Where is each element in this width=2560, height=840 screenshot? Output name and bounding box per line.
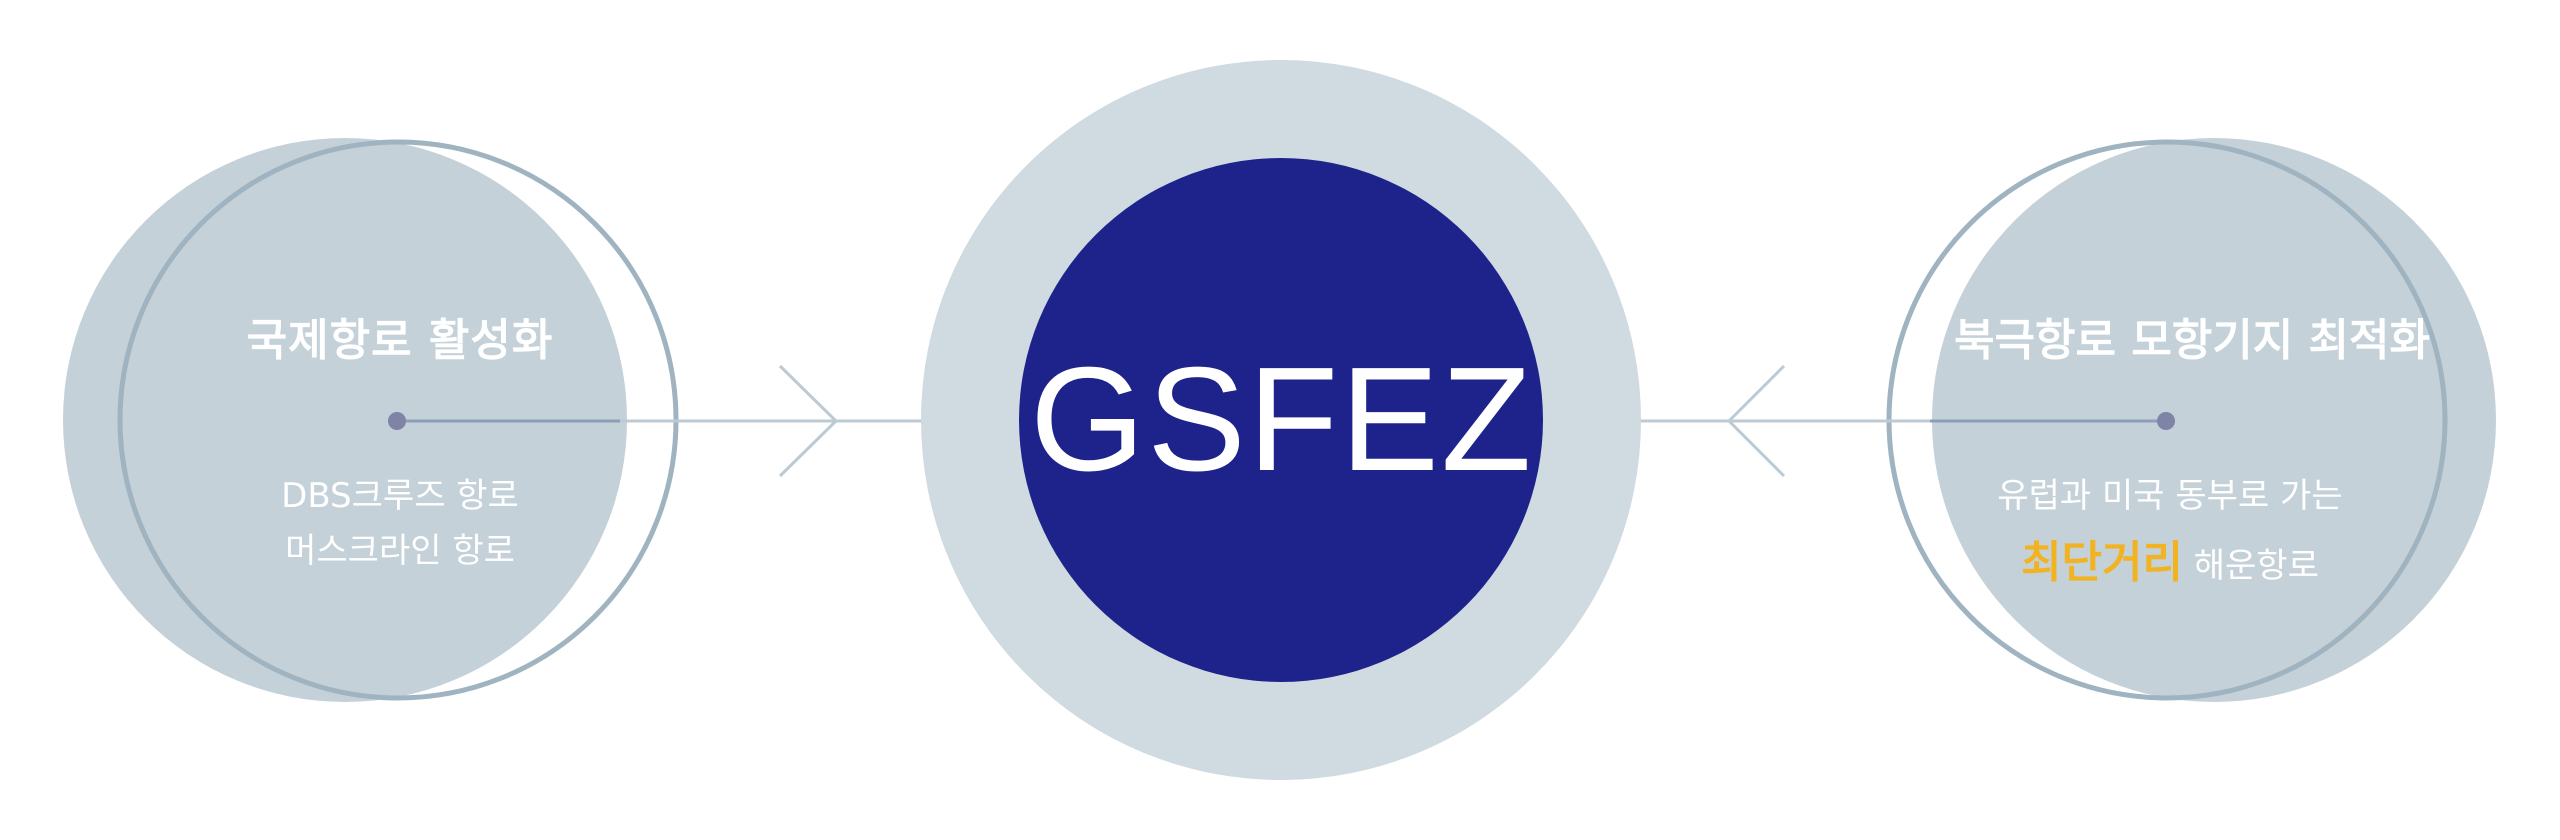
right-node-dot [2157, 412, 2175, 430]
right-highlight-text: 최단거리 [2021, 537, 2183, 588]
right-description-rest: 해운항로 [2182, 546, 2319, 586]
center-label: GSFEZ [1030, 337, 1534, 502]
left-route-2: 머스크라인 항로 [285, 531, 515, 571]
left-node-dot [388, 412, 406, 430]
left-title: 국제항로 활성화 [246, 315, 554, 366]
right-title: 북극항로 모항기지 최적화 [1954, 315, 2430, 366]
right-arrow-chevron [1726, 364, 1786, 478]
right-description-line-2: 최단거리 해운항로 [1960, 526, 2380, 590]
left-arrow-chevron [778, 364, 839, 478]
left-filled-circle [63, 138, 627, 702]
right-filled-circle [1932, 138, 2496, 702]
center-core-circle [1019, 158, 1543, 682]
left-route-1: DBS크루즈 항로 [281, 476, 519, 516]
right-description-line-1: 유럽과 미국 동부로 가는 [1997, 476, 2343, 516]
